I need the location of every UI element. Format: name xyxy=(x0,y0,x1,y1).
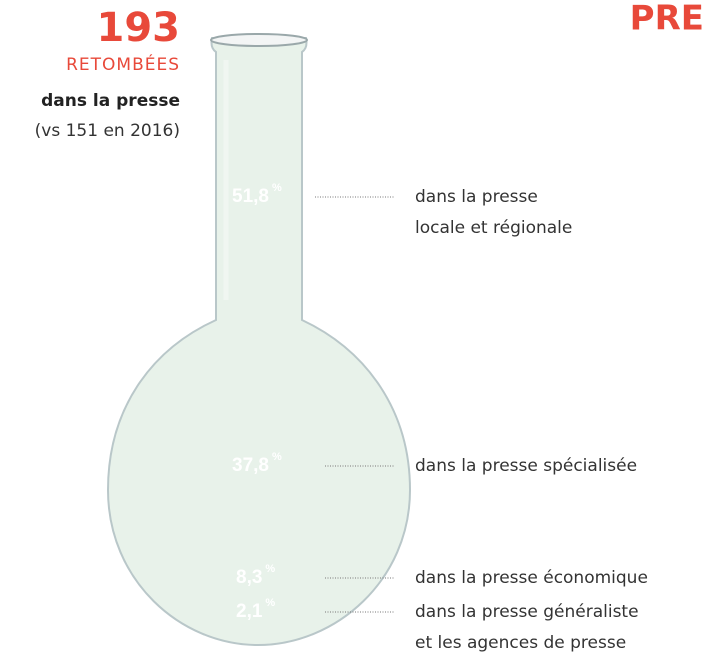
flask-rim xyxy=(211,34,307,46)
page-title: PRE xyxy=(630,0,704,39)
comparison: (vs 151 en 2016) xyxy=(35,121,180,141)
subtitle: dans la presse xyxy=(41,91,180,111)
percent: 37,8 xyxy=(232,455,269,476)
count: 193 xyxy=(97,5,181,51)
segment-label: dans la presse généraliste xyxy=(415,602,639,622)
segment-label: dans la presse spécialisée xyxy=(415,456,637,476)
count-label: RETOMBÉES xyxy=(66,53,180,75)
percent: 2,1 xyxy=(236,601,263,622)
percent: 51,8 xyxy=(232,186,269,207)
percent: 8,3 xyxy=(236,567,262,588)
percent-unit: % xyxy=(272,451,282,463)
segment-label: dans la presse économique xyxy=(415,568,648,588)
segment-label: et les agences de presse xyxy=(415,633,626,653)
segment-label: locale et régionale xyxy=(415,218,572,238)
percent-unit: % xyxy=(265,563,275,575)
percent-unit: % xyxy=(272,182,282,194)
segment-label: dans la presse xyxy=(415,187,538,207)
infographic: PRE 193 RETOMBÉES dans la presse (vs 151… xyxy=(0,0,704,657)
percent-unit: % xyxy=(265,597,275,609)
